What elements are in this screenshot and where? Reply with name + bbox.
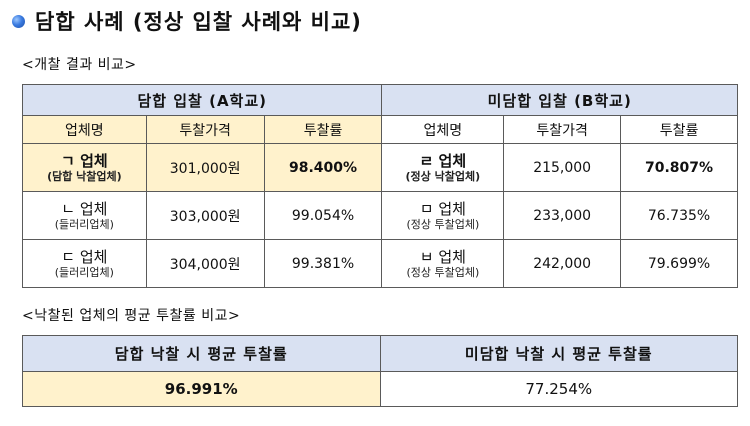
b-firm-cell: ㄹ 업체 (정상 낙찰업체) <box>381 143 505 192</box>
average-a-header: 담합 낙찰 시 평균 투찰률 <box>22 335 381 372</box>
col-b-firm: 업체명 <box>381 115 505 144</box>
average-b-value: 77.254% <box>379 371 738 407</box>
b-rate-cell: 70.807% <box>620 143 738 192</box>
col-b-rate: 투찰률 <box>620 115 738 144</box>
b-firm-cell: ㅁ 업체 (정상 투찰업체) <box>381 191 505 240</box>
b-rate-cell: 79.699% <box>620 239 738 288</box>
firm-note: (정상 투찰업체) <box>406 217 480 231</box>
firm-note: (담합 낙찰업체) <box>47 169 122 183</box>
average-b-header: 미담합 낙찰 시 평균 투찰률 <box>379 335 738 372</box>
bullet-dot-icon <box>12 14 25 28</box>
group-a-header: 담합 입찰 (A학교) <box>21 84 383 116</box>
a-firm-cell: ㄱ 업체 (담합 낙찰업체) <box>22 143 147 192</box>
firm-note: (들러리업체) <box>54 217 114 231</box>
bid-result-table: 담합 입찰 (A학교) 미담합 입찰 (B학교) 업체명 투찰가격 투찰률 업체… <box>21 84 738 288</box>
table-row: ㄱ 업체 (담합 낙찰업체) 301,000원 98.400% ㄹ 업체 (정상… <box>22 143 738 192</box>
b-price-cell: 215,000 <box>503 143 622 192</box>
firm-name: ㄱ 업체 <box>61 151 108 170</box>
a-price-cell: 301,000원 <box>145 143 265 192</box>
table-row: ㄴ 업체 (들러리업체) 303,000원 99.054% ㅁ 업체 (정상 투… <box>22 191 738 240</box>
table-row: ㄷ 업체 (들러리업체) 304,000원 99.381% ㅂ 업체 (정상 투… <box>22 239 738 288</box>
column-header-row: 업체명 투찰가격 투찰률 업체명 투찰가격 투찰률 <box>22 115 738 144</box>
average-rate-table: 담합 낙찰 시 평균 투찰률 미담합 낙찰 시 평균 투찰률 96.991% 7… <box>22 335 738 407</box>
col-a-firm: 업체명 <box>22 115 147 144</box>
average-a-value: 96.991% <box>22 371 381 407</box>
page-title: 담합 사례 (정상 입찰 사례와 비교) <box>35 10 362 34</box>
bid-result-caption: <개찰 결과 비교> <box>22 57 137 73</box>
a-firm-cell: ㄴ 업체 (들러리업체) <box>22 191 147 240</box>
a-price-cell: 303,000원 <box>145 191 265 240</box>
firm-name: ㄹ 업체 <box>419 151 467 170</box>
col-a-price: 투찰가격 <box>145 115 265 144</box>
a-firm-cell: ㄷ 업체 (들러리업체) <box>22 239 147 288</box>
b-price-cell: 233,000 <box>503 191 622 240</box>
col-a-rate: 투찰률 <box>263 115 383 144</box>
title-row: 담합 사례 (정상 입찰 사례와 비교) <box>12 6 362 36</box>
average-header-row: 담합 낙찰 시 평균 투찰률 미담합 낙찰 시 평균 투찰률 <box>22 335 738 372</box>
group-header-row: 담합 입찰 (A학교) 미담합 입찰 (B학교) <box>21 84 738 116</box>
firm-name: ㄴ 업체 <box>61 199 108 218</box>
firm-name: ㅂ 업체 <box>419 247 466 266</box>
a-price-cell: 304,000원 <box>145 239 265 288</box>
b-rate-cell: 76.735% <box>620 191 738 240</box>
group-b-header: 미담합 입찰 (B학교) <box>381 84 738 116</box>
firm-note: (정상 투찰업체) <box>406 265 480 279</box>
b-price-cell: 242,000 <box>503 239 622 288</box>
firm-name: ㅁ 업체 <box>419 199 466 218</box>
firm-name: ㄷ 업체 <box>61 247 108 266</box>
a-rate-cell: 98.400% <box>263 143 383 192</box>
a-rate-cell: 99.054% <box>263 191 383 240</box>
b-firm-cell: ㅂ 업체 (정상 투찰업체) <box>381 239 505 288</box>
firm-note: (들러리업체) <box>54 265 114 279</box>
average-value-row: 96.991% 77.254% <box>22 371 738 407</box>
a-rate-cell: 99.381% <box>263 239 383 288</box>
average-rate-caption: <낙찰된 업체의 평균 투찰률 비교> <box>22 308 241 324</box>
col-b-price: 투찰가격 <box>503 115 622 144</box>
firm-note: (정상 낙찰업체) <box>405 169 481 183</box>
